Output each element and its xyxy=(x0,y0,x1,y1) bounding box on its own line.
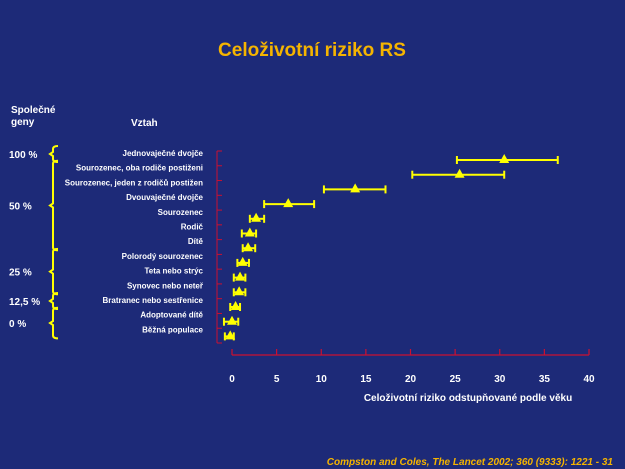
x-axis-label: Celoživotní riziko odstupňované podle vě… xyxy=(364,393,572,404)
data-point xyxy=(227,315,237,325)
category-label: Bratranec nebo sestřenice xyxy=(103,296,204,305)
category-label: Adoptované dítě xyxy=(140,311,203,320)
data-point xyxy=(243,242,254,252)
data-point xyxy=(234,286,245,296)
gene-group-label: 25 % xyxy=(9,268,32,279)
gene-group-label: 12,5 % xyxy=(9,297,40,308)
x-tick-label: 10 xyxy=(316,374,328,385)
shared-genes-header: Společné geny xyxy=(11,105,56,128)
category-label: Teta nebo strýc xyxy=(144,267,203,276)
gene-group-label: 50 % xyxy=(9,201,32,212)
category-label: Polorodý sourozenec xyxy=(122,252,204,261)
category-label: Sourozenec, jeden z rodičů postižen xyxy=(65,178,203,187)
x-tick-label: 35 xyxy=(539,374,551,385)
data-marks xyxy=(222,154,559,341)
category-label: Rodič xyxy=(181,223,204,232)
data-point xyxy=(235,271,246,281)
data-point xyxy=(499,154,510,163)
gene-group-bracket xyxy=(48,292,59,310)
category-label: Běžná populace xyxy=(142,325,203,334)
gene-group-brackets: 100 % 50 % 25 % 12,5 % 0 % xyxy=(9,145,59,340)
x-tick-label: 15 xyxy=(360,374,372,385)
axes: 0 5 10 15 20 25 30 35 40 xyxy=(216,150,595,385)
relationship-header: Vztah xyxy=(131,118,158,129)
gene-group-label: 100 % xyxy=(9,150,37,161)
citation: Compston and Coles, The Lancet 2002; 360… xyxy=(327,457,614,468)
data-point xyxy=(454,168,465,178)
category-label: Dvouvaječné dvojče xyxy=(126,193,203,202)
data-point xyxy=(225,330,236,340)
chart-title: Celoživotní riziko RS xyxy=(218,40,406,61)
data-point xyxy=(350,183,361,193)
data-point xyxy=(251,212,262,222)
data-point xyxy=(237,256,248,266)
category-label: Synovec nebo neteř xyxy=(127,281,204,290)
gene-group-bracket xyxy=(48,247,59,296)
gene-group-bracket xyxy=(48,145,59,163)
x-tick-label: 0 xyxy=(229,374,235,385)
data-point xyxy=(230,301,241,310)
gene-group-bracket xyxy=(48,306,59,340)
x-tick-label: 25 xyxy=(450,374,462,385)
x-tick-label: 5 xyxy=(274,374,280,385)
category-label: Jednovaječné dvojče xyxy=(123,149,204,158)
x-tick-label: 40 xyxy=(583,374,595,385)
category-labels: Jednovaječné dvojče Sourozenec, oba rodič… xyxy=(65,149,204,334)
category-label: Sourozenec, oba rodiče postiženi xyxy=(76,164,203,173)
gene-group-bracket xyxy=(48,159,59,252)
gene-group-label: 0 % xyxy=(9,319,26,330)
x-tick-label: 20 xyxy=(405,374,417,385)
category-label: Sourozenec xyxy=(158,208,204,217)
x-tick-label: 30 xyxy=(494,374,506,385)
category-label: Dítě xyxy=(188,237,204,246)
data-point xyxy=(244,227,255,237)
data-point xyxy=(283,198,294,208)
